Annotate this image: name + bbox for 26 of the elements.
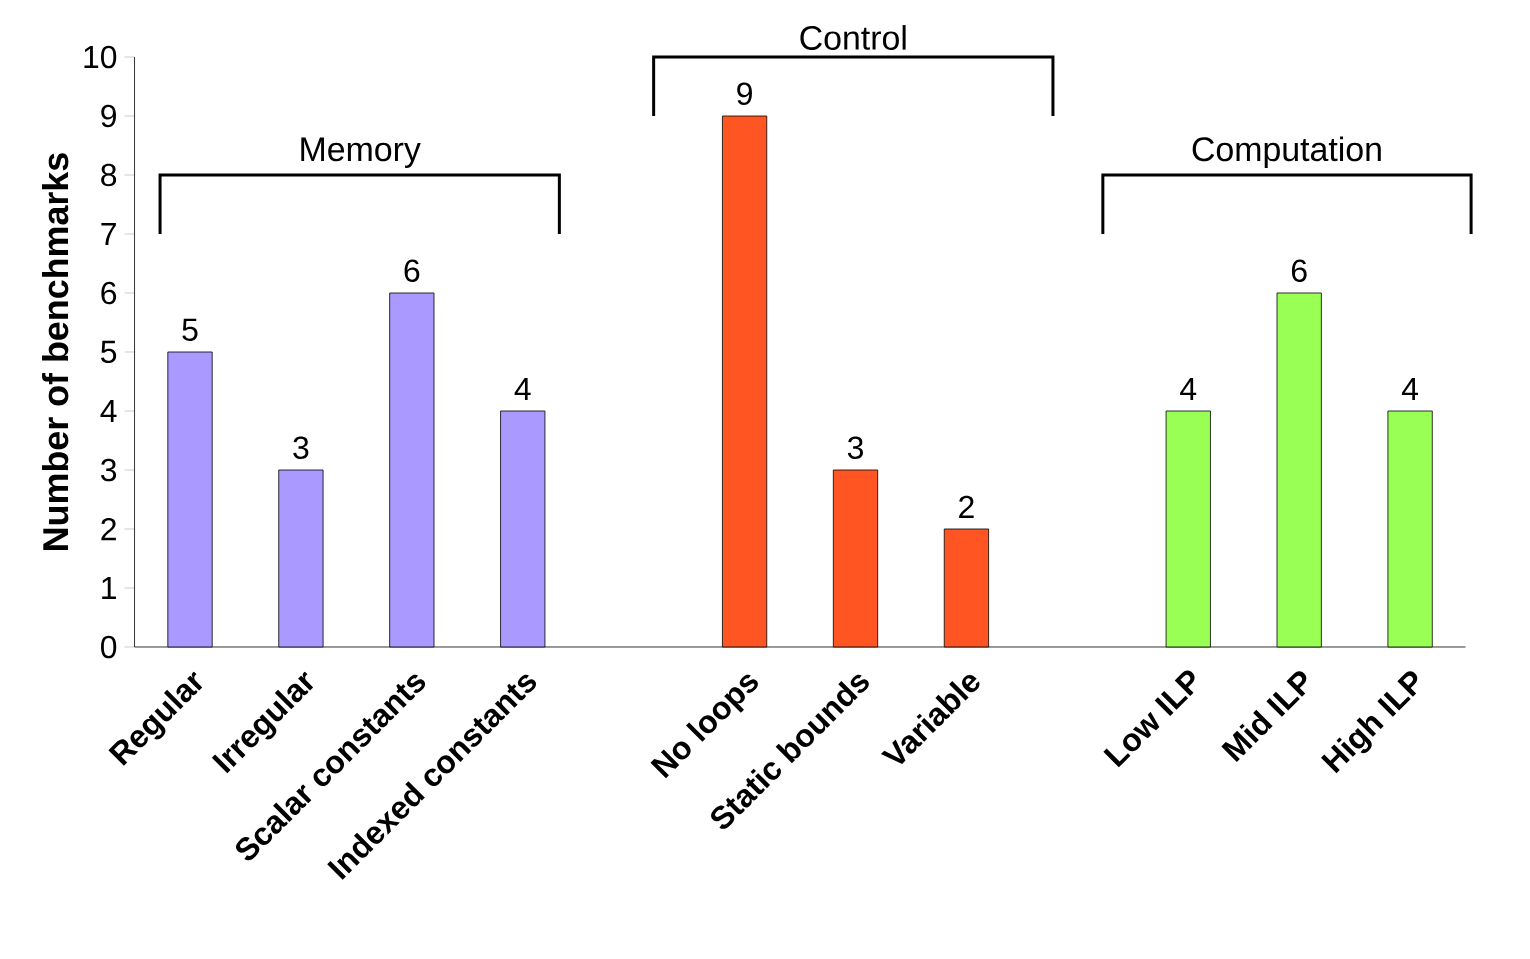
y-tick-label: 8 — [101, 163, 117, 187]
data-label: 5 — [182, 318, 198, 341]
y-tick-label: 9 — [101, 104, 116, 128]
data-label: 2 — [959, 495, 974, 518]
data-label: 4 — [1401, 378, 1419, 400]
y-tick-label: 5 — [101, 340, 117, 364]
annotation: Memory — [301, 137, 421, 168]
data-label: 4 — [1180, 378, 1197, 400]
x-tick-label: Mid ILP — [1221, 671, 1307, 762]
y-tick-label: 3 — [100, 458, 117, 482]
data-label: 6 — [1291, 259, 1307, 282]
y-tick-label: 10 — [84, 45, 117, 69]
y-tick-label: 4 — [100, 400, 117, 422]
data-label: 4 — [514, 378, 531, 400]
data-label: 9 — [737, 82, 752, 105]
y-tick-label: 1 — [102, 577, 116, 599]
data-label: 6 — [404, 259, 420, 282]
y-tick-label: 0 — [101, 635, 117, 659]
y-tick-label: 6 — [101, 281, 117, 305]
y-axis-title: Number of benchmarks — [42, 153, 69, 550]
annotation: Computation — [1192, 136, 1381, 168]
y-tick-label: 2 — [101, 517, 116, 541]
text: Control — [800, 25, 906, 50]
y-tick-label: 7 — [101, 223, 116, 245]
data-label: 3 — [847, 436, 863, 459]
data-label: 3 — [293, 436, 309, 459]
